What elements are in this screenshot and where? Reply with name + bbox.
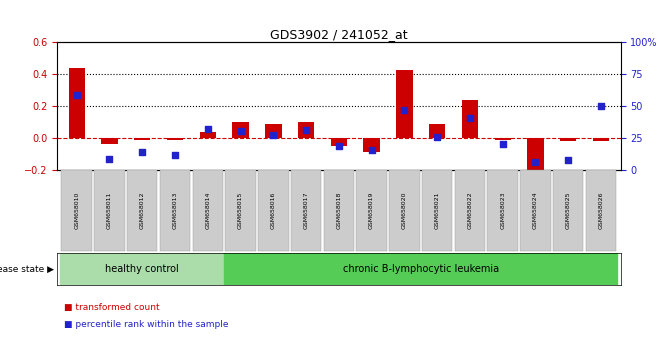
Bar	[592, 138, 609, 141]
Point	[104, 156, 115, 162]
Bar	[101, 138, 117, 144]
Bar	[167, 138, 183, 139]
Bar	[298, 122, 314, 138]
Point	[333, 143, 344, 149]
Text: GSM658025: GSM658025	[566, 192, 571, 229]
Point	[301, 127, 311, 133]
Title: GDS3902 / 241052_at: GDS3902 / 241052_at	[270, 28, 408, 41]
Bar	[527, 138, 544, 181]
Bar	[60, 253, 224, 285]
Bar	[232, 122, 249, 138]
Point	[268, 132, 278, 138]
Point	[235, 128, 246, 134]
Point	[366, 147, 377, 152]
Text: GSM658014: GSM658014	[205, 192, 210, 229]
Point	[530, 159, 541, 165]
Bar	[224, 253, 617, 285]
Bar	[199, 132, 216, 138]
Point	[71, 92, 82, 98]
Point	[170, 153, 180, 158]
Bar	[68, 68, 85, 138]
Text: GSM658020: GSM658020	[402, 192, 407, 229]
Text: GSM658022: GSM658022	[468, 192, 472, 229]
Bar	[364, 138, 380, 152]
Bar	[462, 100, 478, 138]
Point	[464, 115, 475, 120]
Bar	[495, 138, 511, 139]
Text: GSM658013: GSM658013	[172, 192, 178, 229]
Text: GSM658010: GSM658010	[74, 192, 79, 229]
Bar	[560, 138, 576, 141]
Text: GSM658018: GSM658018	[336, 192, 342, 229]
Bar	[331, 138, 347, 146]
Text: GSM658015: GSM658015	[238, 192, 243, 229]
Point	[203, 126, 213, 132]
Bar	[396, 70, 413, 138]
Text: ■ percentile rank within the sample: ■ percentile rank within the sample	[64, 320, 228, 329]
Text: chronic B-lymphocytic leukemia: chronic B-lymphocytic leukemia	[343, 264, 499, 274]
Point	[563, 157, 574, 162]
Point	[432, 134, 443, 139]
Point	[137, 149, 148, 155]
Bar	[265, 124, 282, 138]
Text: disease state ▶: disease state ▶	[0, 264, 54, 274]
Point	[497, 141, 508, 147]
Bar	[429, 124, 446, 138]
Text: ■ transformed count: ■ transformed count	[64, 303, 160, 312]
Text: GSM658019: GSM658019	[369, 192, 374, 229]
Text: GSM658011: GSM658011	[107, 192, 112, 229]
Text: GSM658012: GSM658012	[140, 192, 145, 229]
Text: healthy control: healthy control	[105, 264, 179, 274]
Text: GSM658024: GSM658024	[533, 192, 538, 229]
Point	[399, 107, 410, 113]
Text: GSM658021: GSM658021	[435, 192, 440, 229]
Bar	[134, 138, 150, 139]
Text: GSM658026: GSM658026	[599, 192, 603, 229]
Text: GSM658023: GSM658023	[500, 192, 505, 229]
Text: GSM658016: GSM658016	[271, 192, 276, 229]
Text: GSM658017: GSM658017	[303, 192, 309, 229]
Point	[596, 103, 607, 109]
